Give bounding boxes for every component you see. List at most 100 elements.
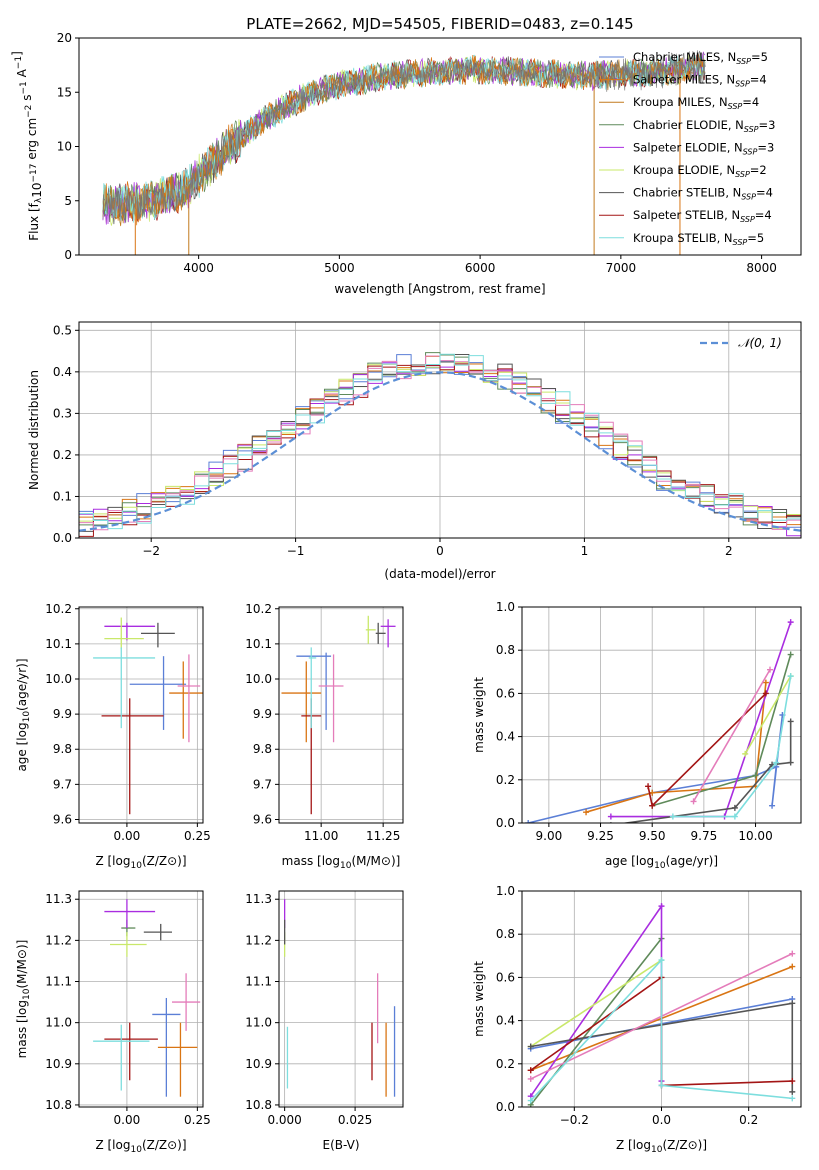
legend-entry: Salpeter ELODIE, NSSP=3 [633,140,774,156]
y-tick-label: 9.9 [53,707,72,721]
legend-text: =4 [756,186,773,200]
y-axis-label-part: −1 [14,56,24,69]
x-tick-label: −0.2 [560,1113,589,1127]
axis-label-part: Z [log [95,854,130,868]
legend-entry: Kroupa MILES, NSSP=4 [633,95,759,111]
legend-text: =5 [751,50,768,64]
x-tick-label: 11.00 [304,829,338,843]
x-tick-label: 9.00 [536,829,563,843]
y-tick-label: 0.5 [53,323,72,337]
y-tick-label: 10.8 [245,1098,272,1112]
y-axis-label: Normed distribution [27,370,41,490]
y-tick-label: 11.2 [45,933,72,947]
panel-residuals: −2 −1 0 1 2 0.0 0.1 0.2 0.3 0.4 0.5 Normed distribu… [27,321,802,581]
axis-label-part: 10 [130,861,142,871]
legend-text: Chabrier ELODIE, N [633,118,744,132]
weight-marker [731,813,738,820]
y-axis-label-part: A [15,68,29,81]
weight-line [528,714,784,823]
axis-label-part: Z [log [95,1138,130,1152]
axis-label-part: (Z/Z⊙)] [142,1138,187,1152]
weight-marker [742,750,749,757]
y-tick-label: 9.7 [53,777,72,791]
y-axis-label: mass weight [472,961,486,1037]
weight-line [530,959,662,1048]
weight-line [530,903,663,1097]
y-axis-label: mass weight [472,677,486,753]
axis-label-part: (Z/Z⊙)] [142,854,187,868]
weight-line [744,675,792,755]
weight-marker [789,963,796,970]
legend-entry: Salpeter STELIB, NSSP=4 [633,208,772,224]
weight-line [692,669,771,802]
axis-label-part: mass [log [282,854,340,868]
legend-entry: Kroupa STELIB, NSSP=5 [633,231,764,247]
spectrum-data-line [102,50,706,221]
axis-label-part: 10 [22,988,32,1000]
y-tick-label: 15 [57,85,72,99]
y-axis-label-part: Flux [f [27,202,41,240]
y-tick-label: 0.4 [496,730,515,744]
y-tick-label: 9.6 [53,812,72,826]
plot-area [102,50,706,255]
y-tick-label: 0.3 [53,406,72,420]
x-tick-label: 9.50 [639,829,666,843]
y-tick-label: 10.0 [45,672,72,686]
plot-area [281,615,396,815]
y-axis-label: mass [log10(M/M⊙)] [15,940,32,1059]
legend-text: SSP [743,147,758,156]
y-tick-label: 9.6 [253,812,272,826]
y-tick-label: 0.8 [496,927,515,941]
weight-marker [752,772,759,779]
axis-label-part: 10 [651,1145,663,1155]
x-tick-label: 0.0 [652,1113,671,1127]
y-axis-label-part: −2 [24,105,34,118]
legend-entry: Salpeter MILES, NSSP=4 [633,73,767,89]
y-tick-label: 9.9 [253,707,272,721]
axis-label-part: (M/M⊙)] [351,854,400,868]
x-tick-label: 7000 [606,261,637,275]
x-tick-label: −1 [287,544,305,558]
y-tick-label: 0.0 [53,531,72,545]
x-axis-label: Z [log10(Z/Z⊙)] [95,854,186,871]
x-tick-label: 1 [581,544,589,558]
x-axis-label: wavelength [Angstrom, rest frame] [334,282,545,296]
legend-text: Chabrier MILES, N [633,50,736,64]
y-tick-label: 0.6 [496,970,515,984]
x-tick-label: 0.25 [184,829,211,843]
weight-marker [787,673,794,680]
weight-line [620,721,792,823]
figure-title: PLATE=2662, MJD=54505, FIBERID=0483, z=0… [246,15,633,33]
weight-line [585,682,767,813]
y-tick-label: 1.0 [496,600,515,614]
weight-marker [607,813,614,820]
legend-entry: 𝒩(0, 1) [738,336,782,350]
weight-line [651,654,792,807]
y-tick-label: 0.4 [496,1014,515,1028]
weight-line [672,675,792,818]
y-tick-label: 10.1 [45,637,72,651]
legend-text: Kroupa STELIB, N [633,231,733,245]
x-tick-label: 11.25 [366,829,400,843]
weight-marker [583,809,590,816]
y-axis-label-part: λ [34,197,44,203]
x-tick-label: 0.000 [267,1113,301,1127]
weight-marker [649,802,656,809]
y-tick-label: 9.7 [253,777,272,791]
plot-area [79,352,801,538]
plot-area [283,899,396,1097]
weight-marker [527,1043,534,1050]
legend-text: Salpeter STELIB, N [633,208,740,222]
axis-label-part: 10 [130,1145,142,1155]
y-tick-label: 0.2 [496,1057,515,1071]
axis-label-part: 10 [654,861,666,871]
x-axis-label: age [log10(age/yr)] [605,854,718,871]
y-axis-label-part: −1 [19,81,29,94]
y-tick-label: 1.0 [496,884,515,898]
axis-label-part: (age/yr)] [15,658,29,710]
y-tick-label: 10.9 [45,1057,72,1071]
panel-age-vs-Z: 0.00 0.259.69.79.89.910.010.110.2Z [log10… [15,602,211,871]
y-tick-label: 10.9 [245,1057,272,1071]
axis-label-part: age [log [15,722,29,771]
